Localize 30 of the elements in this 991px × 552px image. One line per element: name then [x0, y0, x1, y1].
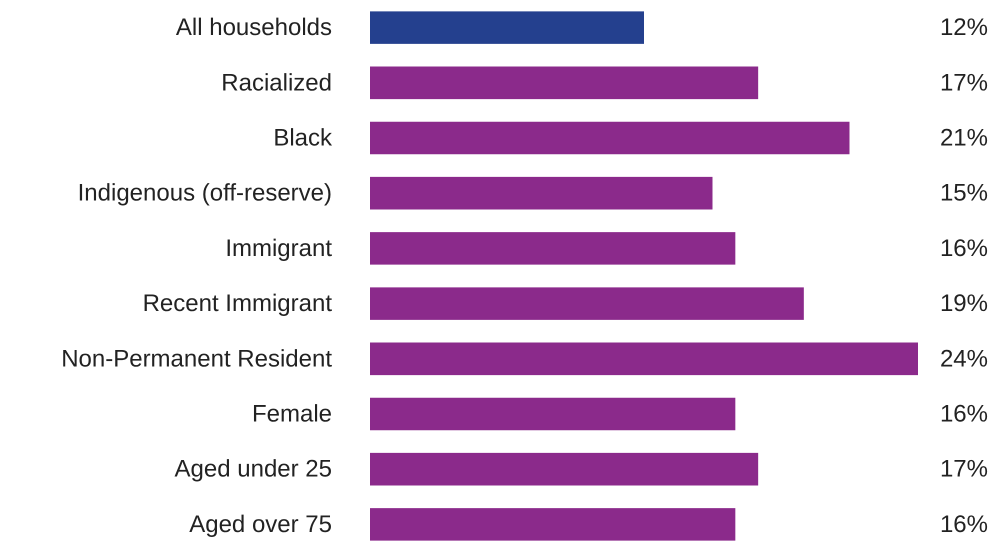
y-tick-label: All households [176, 14, 332, 42]
data-label: 15% [940, 180, 988, 207]
y-tick-label: Indigenous (off-reserve) [78, 180, 332, 207]
data-label: 12% [940, 14, 988, 42]
y-tick-label: Female [252, 400, 332, 428]
data-label: 19% [940, 290, 988, 318]
bar [370, 122, 850, 154]
y-tick-label: Black [273, 124, 333, 152]
bar [370, 342, 918, 376]
bar [370, 452, 758, 486]
bar [370, 232, 736, 265]
y-tick-label: Aged under 25 [174, 456, 332, 483]
bar [370, 66, 758, 100]
y-tick-label: Non-Permanent Resident [61, 345, 332, 372]
data-label: 21% [940, 124, 988, 152]
y-tick-label: Racialized [221, 69, 332, 96]
data-label: 17% [940, 69, 988, 96]
bar [370, 176, 712, 210]
y-tick-label: Immigrant [225, 234, 332, 262]
y-tick-label: Aged over 75 [189, 510, 332, 538]
data-label: 16% [940, 234, 988, 262]
data-label: 16% [940, 400, 988, 428]
y-tick-label: Recent Immigrant [142, 290, 332, 318]
data-label: 17% [940, 456, 988, 483]
bar [370, 398, 736, 430]
bar [370, 508, 736, 541]
bar [370, 11, 644, 44]
bar [370, 287, 804, 320]
data-label: 16% [940, 510, 988, 538]
data-label: 24% [940, 345, 988, 372]
